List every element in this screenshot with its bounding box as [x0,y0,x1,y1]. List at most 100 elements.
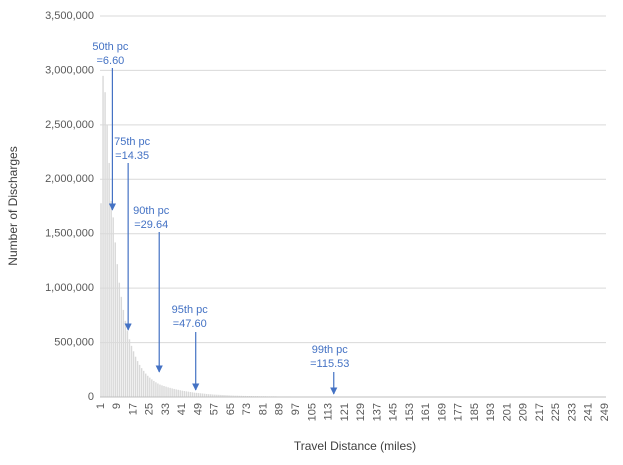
bar [165,386,167,397]
bar [110,201,112,397]
x-tick-label: 193 [485,403,497,421]
x-tick-label: 49 [192,403,204,415]
x-tick-label: 137 [371,403,383,421]
bar [106,124,108,397]
bar [122,309,125,397]
bar [142,370,145,397]
y-tick-label: 1,000,000 [45,282,94,294]
x-tick-label: 177 [453,403,465,421]
bar [132,351,135,397]
y-tick-label: 2,500,000 [45,119,94,131]
bar [203,393,206,397]
y-tick-label: 1,500,000 [45,228,94,240]
y-tick-label: 2,000,000 [45,173,94,185]
bar [157,383,159,397]
bar [212,394,214,397]
bar [126,330,129,397]
y-tick-label: 0 [88,391,94,403]
x-tick-label: 89 [274,403,286,415]
bar [130,345,133,397]
bar [175,389,177,397]
bar [116,264,118,397]
bar [183,391,186,397]
bar [240,395,242,397]
bar [102,75,104,397]
x-tick-label: 41 [176,403,188,415]
bar [181,390,184,397]
bar [145,373,147,397]
x-tick-label: 73 [241,403,253,415]
bar [193,392,196,397]
bar [153,380,155,397]
bar [201,393,204,397]
bar [189,391,192,397]
bar [167,387,169,397]
x-tick-label: 17 [127,403,139,415]
bar [171,388,173,397]
x-tick-label: 113 [323,403,335,421]
bar [185,391,188,397]
x-tick-label: 185 [469,403,481,421]
x-tick-label: 9 [111,403,123,409]
bar [195,392,198,397]
bar [169,387,171,397]
bar [136,361,139,397]
bar [197,393,200,397]
bar [173,388,175,397]
bar [224,395,226,397]
annotation-label: 90th pc [133,205,170,217]
bar [179,390,181,397]
bar [208,394,210,397]
bar [216,394,218,397]
x-tick-label: 169 [436,403,448,421]
annotation-value: =29.64 [134,219,168,231]
annotation-value: =6.60 [96,55,124,67]
annotation-label: 95th pc [172,304,209,316]
bar [159,384,161,397]
bar [236,395,238,397]
x-tick-label: 97 [290,403,302,415]
bar [220,394,222,397]
bar [177,389,179,397]
x-tick-label: 121 [339,403,351,421]
y-axis-title: Number of Discharges [6,146,20,265]
bar [205,393,208,397]
x-tick-label: 209 [518,403,530,421]
x-tick-label: 105 [306,403,318,421]
bar [114,242,116,397]
annotation-label: 75th pc [114,136,151,148]
bar [147,375,149,397]
x-tick-label: 25 [144,403,156,415]
bar [161,385,163,397]
bar [108,162,110,397]
x-tick-label: 81 [257,403,269,415]
annotation-label: 99th pc [312,344,349,356]
bar [151,379,153,397]
x-tick-label: 161 [420,403,432,421]
x-tick-label: 201 [501,403,513,421]
x-tick-label: 217 [534,403,546,421]
x-tick-label: 241 [583,403,595,421]
bar [244,395,247,397]
bar [214,394,216,397]
bar [230,395,232,397]
bar [232,395,234,397]
bar [210,394,212,397]
bar [140,368,143,397]
bar [199,393,202,397]
bar [128,339,131,397]
bar [104,92,106,397]
bar [149,377,151,397]
bar [226,395,228,397]
bar [187,391,190,397]
bar [155,382,157,397]
x-tick-label: 33 [160,403,172,415]
bar [222,395,224,397]
x-tick-label: 249 [599,403,611,421]
x-tick-label: 225 [550,403,562,421]
annotation-value: =115.53 [310,358,349,370]
bar [191,392,194,397]
y-tick-label: 500,000 [54,336,94,348]
bar [120,296,123,397]
